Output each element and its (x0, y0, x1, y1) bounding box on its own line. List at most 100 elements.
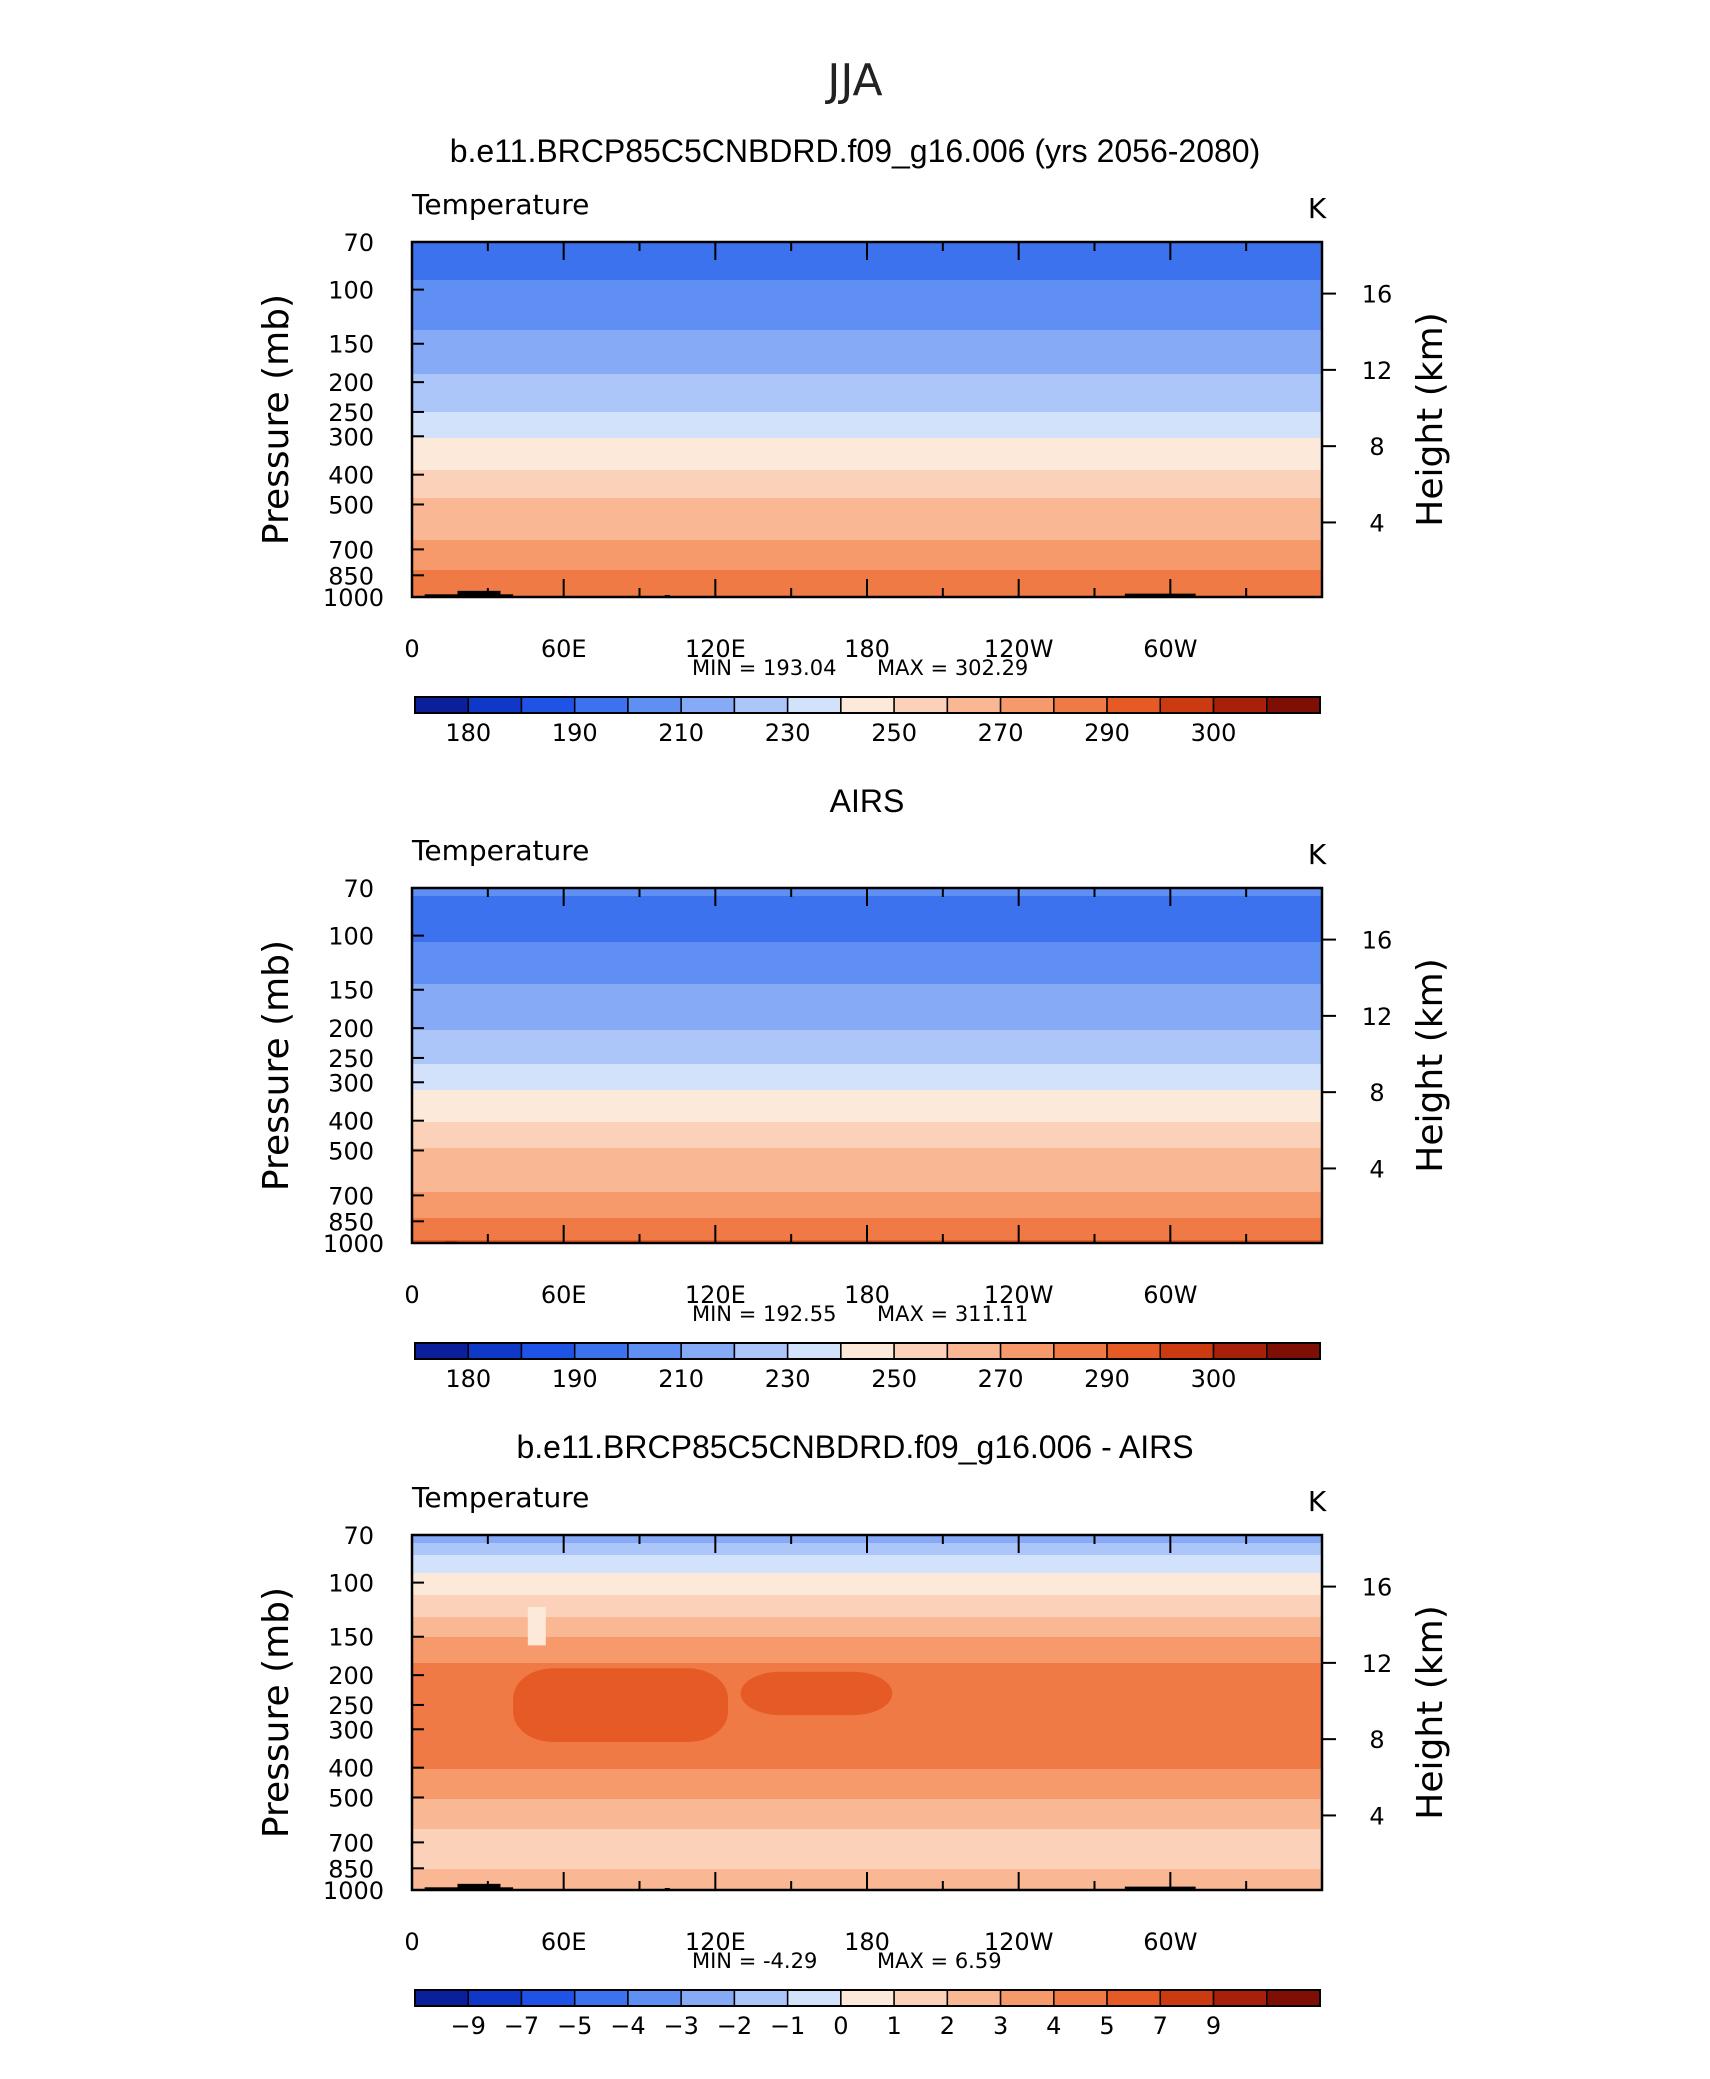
y-tick-label: 100 (328, 277, 374, 305)
contour-band (412, 1799, 1322, 1831)
y2-tick-label: 16 (1362, 1574, 1393, 1602)
colorbar-box (1266, 696, 1321, 714)
y2-tick-label: 12 (1362, 1650, 1393, 1678)
x-tick-label: 120W (984, 1281, 1054, 1309)
colorbar-label: 180 (445, 719, 491, 747)
colorbar-box (1212, 1342, 1268, 1360)
colorbar-box (1053, 1342, 1108, 1360)
y-tick-label: 150 (328, 331, 374, 359)
colorbar-label: 290 (1084, 1365, 1130, 1393)
units-label: K (1308, 1485, 1327, 1518)
colorbar-box (733, 696, 789, 714)
warm-core (513, 1668, 728, 1742)
contour-field (412, 1535, 1322, 1890)
colorbar-box (680, 696, 736, 714)
figure-title: JJA (824, 55, 882, 106)
x-tick-label: 180 (844, 1928, 890, 1956)
colorbar-label: 230 (765, 1365, 811, 1393)
contour-band (412, 1595, 1322, 1619)
contour-band (412, 1192, 1322, 1220)
contour-band (412, 330, 1322, 376)
land-mask (457, 1883, 501, 1890)
colorbar-box (1159, 1989, 1215, 2007)
variable-label: Temperature (411, 1481, 589, 1514)
warm-core (740, 1671, 893, 1716)
colorbar-box (999, 1989, 1055, 2007)
panel-3: b.e11.BRCP85C5CNBDRD.f09_g16.006 - AIRS 0… (256, 1429, 1451, 2040)
contour-band (412, 498, 1322, 542)
colorbar-box (1212, 1989, 1268, 2007)
colorbar-label: 180 (445, 1365, 491, 1393)
colorbar-box (467, 1989, 523, 2007)
colorbar-box (1159, 1342, 1215, 1360)
y-tick-label: 70 (343, 229, 374, 257)
colorbar-label: 190 (552, 719, 598, 747)
colorbar-box (520, 1989, 576, 2007)
min-label: MIN = -4.29 (692, 1949, 817, 1973)
colorbar-box (1159, 696, 1215, 714)
colorbar-frame (414, 1342, 1321, 1360)
units-label: K (1308, 192, 1327, 225)
y2-axis-label: Height (km) (1410, 958, 1451, 1172)
colorbar-label: 5 (1099, 2012, 1114, 2040)
y2-tick-label: 4 (1369, 509, 1384, 537)
contour-band (412, 438, 1322, 472)
colorbar-label: 190 (552, 1365, 598, 1393)
colorbar-box (1106, 1342, 1162, 1360)
colorbar-label: −5 (557, 2012, 592, 2040)
colorbar-label: 210 (658, 719, 704, 747)
colorbar-label: 3 (993, 2012, 1008, 2040)
contour-band (412, 1090, 1322, 1124)
y-axis-label: Pressure (mb) (256, 1587, 297, 1838)
y2-tick-label: 16 (1362, 281, 1393, 309)
y-tick-label: 400 (328, 462, 374, 490)
colorbar-box (786, 696, 842, 714)
x-tick-label: 120E (685, 635, 746, 663)
panel-title: AIRS (830, 783, 905, 819)
colorbar-box (414, 1342, 469, 1360)
panel-title: b.e11.BRCP85C5CNBDRD.f09_g16.006 - AIRS (516, 1429, 1193, 1465)
colorbar-box (1106, 696, 1162, 714)
contour-band (412, 1122, 1322, 1150)
colorbar-box (840, 1989, 895, 2007)
colorbar-box (893, 1989, 949, 2007)
y-tick-label: 70 (343, 1522, 374, 1550)
colorbar-box (946, 1342, 1002, 1360)
colorbar-box (999, 696, 1055, 714)
y-tick-label: 200 (328, 1662, 374, 1690)
land-mask (1124, 593, 1196, 597)
colorbar-label: −1 (770, 2012, 805, 2040)
colorbar-box (786, 1989, 842, 2007)
x-tick-label: 60E (541, 1928, 587, 1956)
y-tick-label: 400 (328, 1755, 374, 1783)
colorbar-box (573, 1342, 629, 1360)
y-tick-label: 70 (343, 875, 374, 903)
land-mask (424, 594, 458, 597)
colorbar-label: 7 (1153, 2012, 1168, 2040)
contour-band (412, 1148, 1322, 1194)
y-tick-label: 850 (328, 1208, 374, 1236)
y-tick-label: 300 (328, 1716, 374, 1744)
contour-band (412, 984, 1322, 1032)
colorbar-label: 230 (765, 719, 811, 747)
min-label: MIN = 193.04 (692, 656, 836, 680)
y-tick-label: 250 (328, 1045, 374, 1073)
cool-wedge (527, 1606, 546, 1646)
colorbar-label: 250 (871, 1365, 917, 1393)
variable-label: Temperature (411, 834, 589, 867)
contour-band (412, 1555, 1322, 1575)
y-tick-label: 150 (328, 1624, 374, 1652)
colorbar-box (573, 1989, 629, 2007)
contour-band (412, 1617, 1322, 1639)
y2-tick-label: 8 (1369, 1079, 1384, 1107)
colorbar-box (627, 696, 682, 714)
colorbar-box (786, 1342, 842, 1360)
colorbar-label: −7 (504, 2012, 539, 2040)
units-label: K (1308, 838, 1327, 871)
colorbar-box (946, 696, 1002, 714)
x-tick-label: 120E (685, 1281, 746, 1309)
contour-band (412, 1573, 1322, 1597)
contour-band (412, 1769, 1322, 1801)
y-axis-label: Pressure (mb) (256, 940, 297, 1191)
